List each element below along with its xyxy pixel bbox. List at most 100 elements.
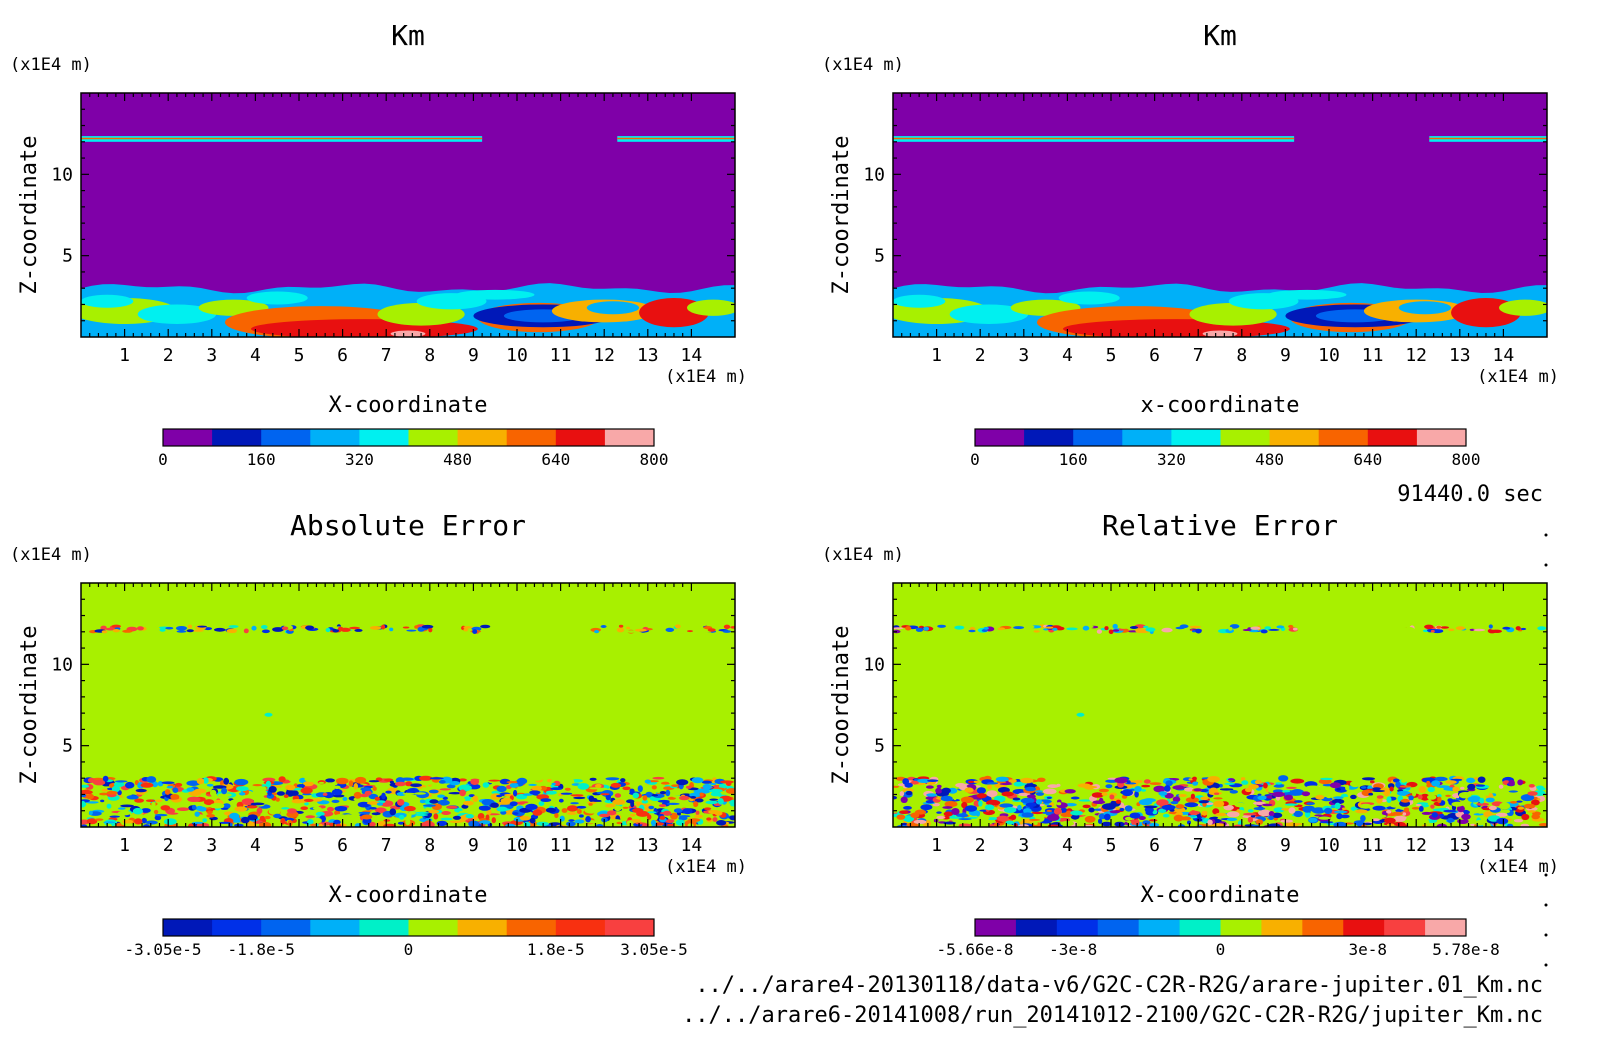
error-speck: [976, 793, 987, 799]
error-speck: [1485, 777, 1497, 783]
error-speck: [570, 802, 579, 805]
error-speck: [1436, 785, 1450, 788]
error-speck: [600, 625, 607, 628]
error-speck: [1360, 815, 1366, 822]
x-unit-label: (x1E4 m): [1477, 857, 1559, 877]
error-speck: [291, 799, 304, 804]
error-speck: [261, 629, 270, 634]
error-speck: [187, 624, 193, 629]
error-speck: [1450, 821, 1460, 827]
error-speck: [135, 788, 147, 793]
error-speck: [1474, 820, 1486, 826]
x-tick-label: 6: [1149, 835, 1160, 856]
error-speck: [1143, 625, 1149, 628]
error-speck: [538, 801, 545, 806]
error-speck: [560, 792, 573, 795]
error-speck: [311, 798, 323, 802]
error-speck: [1485, 797, 1495, 803]
error-speck: [281, 626, 289, 631]
error-speck: [479, 820, 491, 825]
colorbar-swatch: [1220, 919, 1262, 936]
error-speck: [1424, 624, 1434, 629]
error-speck: [122, 629, 133, 633]
error-speck: [109, 815, 120, 818]
error-speck: [404, 805, 416, 812]
error-speck: [1052, 627, 1058, 631]
error-speck: [1395, 809, 1404, 812]
error-speck: [144, 792, 156, 797]
error-speck: [1311, 807, 1326, 814]
error-speck: [632, 808, 644, 813]
panel-title: Relative Error: [1102, 509, 1338, 542]
error-speck: [383, 819, 391, 822]
error-speck: [896, 814, 906, 820]
field: [893, 93, 1547, 337]
error-speck: [1421, 811, 1432, 815]
error-speck: [509, 782, 519, 788]
error-speck: [1520, 823, 1530, 827]
x-axis-label: X-coordinate: [329, 883, 488, 908]
error-speck: [1101, 792, 1108, 796]
error-speck: [141, 808, 151, 813]
error-speck: [958, 818, 972, 821]
error-speck: [358, 811, 371, 815]
error-speck: [588, 803, 593, 806]
error-speck: [419, 799, 426, 804]
colorbar-swatch: [457, 429, 508, 446]
error-speck: [987, 784, 992, 790]
error-speck: [1228, 778, 1235, 781]
error-speck: [206, 783, 214, 787]
error-speck: [416, 791, 429, 799]
error-speck: [172, 787, 179, 793]
colorbar-tick-label: 480: [443, 450, 472, 469]
error-speck: [111, 624, 121, 628]
contour-blob: [1499, 299, 1547, 316]
x-tick-label: 4: [250, 835, 261, 856]
error-speck: [1008, 779, 1017, 783]
error-speck: [1108, 629, 1114, 635]
error-speck: [1479, 797, 1485, 804]
error-speck: [986, 799, 1001, 806]
error-speck: [597, 787, 608, 790]
error-speck: [1492, 629, 1502, 633]
error-speck: [978, 816, 990, 820]
error-speck: [348, 780, 354, 787]
error-speck: [697, 788, 711, 794]
error-speck: [1288, 624, 1294, 628]
error-speck: [1229, 624, 1240, 629]
error-speck: [630, 800, 635, 808]
error-speck: [1301, 791, 1311, 797]
error-speck: [239, 792, 246, 796]
error-speck: [233, 823, 244, 827]
error-speck: [1400, 798, 1410, 803]
error-speck: [81, 784, 90, 788]
error-speck: [679, 795, 690, 801]
error-speck: [332, 628, 340, 633]
error-speck: [512, 812, 519, 815]
error-speck: [1396, 790, 1411, 796]
error-speck: [1520, 794, 1535, 802]
x-tick-label: 10: [1318, 345, 1340, 366]
error-speck: [1285, 786, 1297, 789]
error-speck: [1212, 808, 1220, 815]
error-speck: [1433, 776, 1448, 782]
error-speck: [256, 807, 263, 814]
error-speck: [369, 807, 377, 810]
error-speck: [333, 785, 341, 789]
x-tick-label: 14: [1493, 345, 1515, 366]
error-speck: [899, 810, 909, 814]
error-speck: [397, 821, 405, 825]
error-speck: [1452, 786, 1460, 792]
colorbar-swatch: [1138, 919, 1181, 936]
colorbar-swatch: [1269, 429, 1320, 446]
x-unit-label: (x1E4 m): [1477, 367, 1559, 387]
error-speck: [725, 803, 731, 808]
error-speck: [197, 625, 208, 628]
error-speck: [1496, 817, 1509, 825]
error-speck: [525, 798, 539, 802]
error-speck: [213, 627, 226, 632]
error-speck: [1372, 805, 1386, 811]
y-tick-label: 5: [62, 736, 73, 757]
error-speck: [463, 800, 474, 806]
error-speck: [437, 799, 450, 806]
